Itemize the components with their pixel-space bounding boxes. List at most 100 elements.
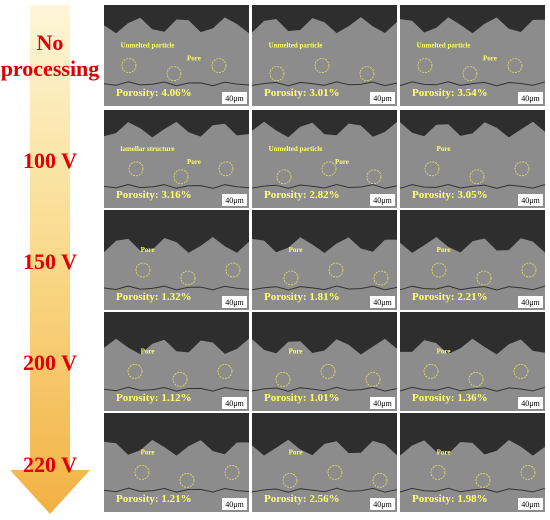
scale-bar-label: 40μm <box>225 500 244 509</box>
pore-marker <box>417 58 433 73</box>
scale-bar-label: 40μm <box>521 196 540 205</box>
porosity-label: Porosity: 3.16% <box>116 189 192 201</box>
pore-marker <box>507 58 523 73</box>
pore-marker <box>468 371 484 387</box>
pore-marker <box>283 270 299 286</box>
coating-surface <box>400 210 545 253</box>
annotation: Pore <box>335 158 349 166</box>
row-label: 150 V <box>23 249 77 274</box>
pore-marker <box>328 262 344 278</box>
pore-marker <box>327 464 343 480</box>
row-label: No processing <box>0 30 100 81</box>
pore-marker <box>359 66 375 81</box>
scale-bar-label: 40μm <box>225 94 244 103</box>
pore-marker <box>218 161 234 177</box>
porosity-label: Porosity: 1.36% <box>412 392 488 404</box>
row-label: 200 V <box>23 350 77 375</box>
interface-crack <box>103 81 250 87</box>
pore-marker <box>180 270 196 286</box>
scale-bar-label: 40μm <box>225 298 244 307</box>
scale-bar-box <box>518 397 543 409</box>
scale-bar-label: 40μm <box>225 196 244 205</box>
scale-bar-label: 40μm <box>521 94 540 103</box>
coating-surface <box>252 210 397 253</box>
annotation: Unmelted particle <box>269 41 323 49</box>
pore-marker <box>321 161 337 177</box>
pore-marker <box>314 58 330 73</box>
coating-surface <box>252 312 397 355</box>
interface-crack <box>251 81 398 87</box>
annotation: Pore <box>141 449 155 457</box>
scale-bar-box <box>370 498 395 510</box>
annotation: Unmelted particle <box>121 41 175 49</box>
pore-marker <box>179 472 195 488</box>
scale-bar-box <box>222 194 247 206</box>
porosity-label: Porosity: 2.21% <box>412 291 488 303</box>
pore-marker <box>128 161 144 177</box>
pore-marker <box>476 270 492 286</box>
scale-bar-label: 40μm <box>521 399 540 408</box>
coating-surface <box>104 312 249 355</box>
interface-crack <box>399 285 546 291</box>
interface-crack <box>103 386 250 392</box>
pore-marker <box>211 58 227 73</box>
coating-surface <box>252 413 397 456</box>
pore-marker <box>173 169 189 185</box>
pore-marker <box>269 66 285 81</box>
pore-marker <box>423 363 439 379</box>
annotation: Pore <box>437 246 451 254</box>
pore-marker <box>513 363 529 379</box>
interface-crack <box>251 285 398 291</box>
annotation: Unmelted particle <box>269 145 323 153</box>
pore-marker <box>372 472 388 488</box>
interface-crack <box>103 487 250 493</box>
interface-crack <box>399 81 546 87</box>
coating-surface <box>400 413 545 456</box>
annotation: lamellar structure <box>121 145 175 153</box>
pore-marker <box>320 363 336 379</box>
porosity-label: Porosity: 2.56% <box>264 493 340 505</box>
porosity-label: Porosity: 1.01% <box>264 392 340 404</box>
scale-bar-box <box>518 498 543 510</box>
pore-marker <box>462 66 478 81</box>
scale-bar-box <box>518 194 543 206</box>
interface-crack <box>399 487 546 493</box>
coating-surface <box>104 210 249 253</box>
porosity-label: Porosity: 1.21% <box>116 493 192 505</box>
pore-marker <box>276 169 292 185</box>
scale-bar-label: 40μm <box>373 196 392 205</box>
coating-surface <box>400 5 545 34</box>
pore-marker <box>469 169 485 185</box>
pore-marker <box>172 371 188 387</box>
scale-bar-label: 40μm <box>373 94 392 103</box>
scale-bar-label: 40μm <box>521 298 540 307</box>
annotation: Pore <box>187 158 201 166</box>
pore-marker <box>520 464 536 480</box>
porosity-label: Porosity: 3.05% <box>412 189 488 201</box>
pore-marker <box>121 58 137 73</box>
pore-marker <box>514 161 530 177</box>
scale-bar-box <box>370 92 395 104</box>
coating-surface <box>400 110 545 138</box>
coating-surface <box>252 110 397 138</box>
coating-surface <box>104 413 249 456</box>
annotation: Pore <box>289 348 303 356</box>
porosity-label: Porosity: 3.54% <box>412 87 488 99</box>
pore-marker <box>366 169 382 185</box>
annotation: Unmelted particle <box>417 41 471 49</box>
scale-bar-box <box>222 296 247 308</box>
annotation: Pore <box>437 145 451 153</box>
interface-crack <box>103 285 250 291</box>
porosity-label: Porosity: 3.01% <box>264 87 340 99</box>
scale-bar-label: 40μm <box>373 399 392 408</box>
coating-surface <box>104 110 249 138</box>
annotation: Pore <box>289 246 303 254</box>
scale-bar-label: 40μm <box>521 500 540 509</box>
interface-crack <box>103 183 250 189</box>
pore-marker <box>430 464 446 480</box>
annotation: Pore <box>437 348 451 356</box>
annotation: Pore <box>141 246 155 254</box>
pore-marker <box>135 262 151 278</box>
scale-bar-box <box>222 397 247 409</box>
